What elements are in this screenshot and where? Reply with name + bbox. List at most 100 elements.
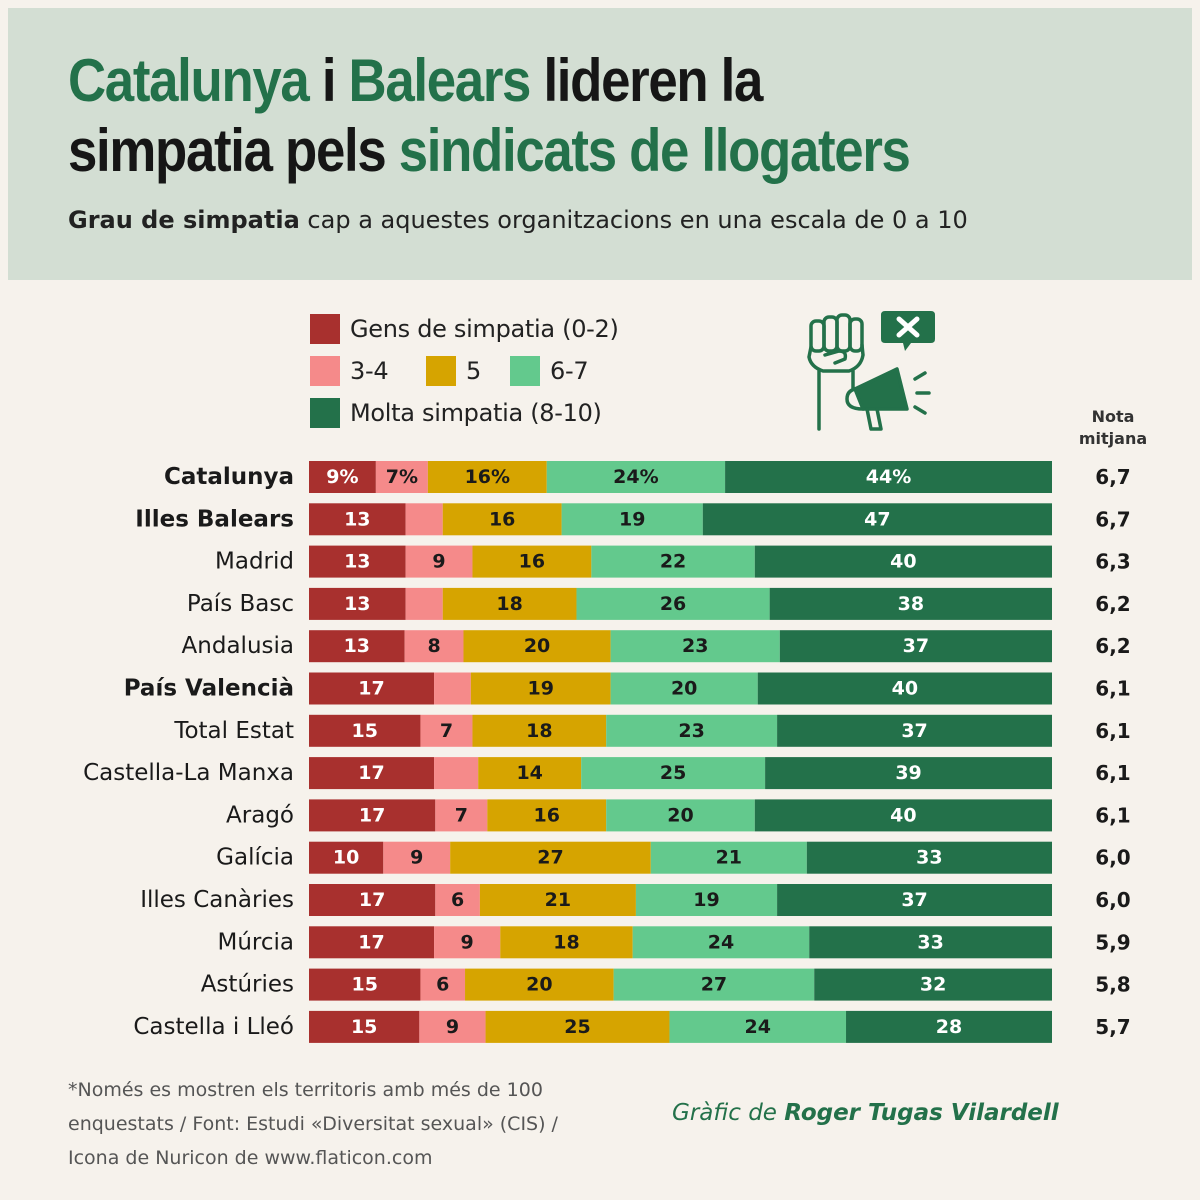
bar-segment-madrid-2 [472, 545, 592, 578]
bar-value-label-castella-i-lle--0: 15 [351, 1016, 377, 1038]
legend-item-5: 5 [426, 356, 481, 386]
mean-score-header: Nota mitjana [1078, 406, 1148, 450]
bar-value-label-illes-can-ries-2: 21 [545, 889, 571, 911]
category-label-catalunya: Catalunya [164, 464, 294, 490]
bar-value-label-pa-s-basc-2: 18 [496, 593, 522, 615]
bar-segment-m-rcia-4 [809, 926, 1052, 959]
bar-segment-pa-s-basc-0 [309, 587, 406, 620]
legend-swatch-5 [426, 356, 456, 386]
mean-score-catalunya: 6,7 [1095, 465, 1130, 489]
bar-value-label-total-estat-2: 18 [526, 720, 552, 742]
category-label-pa-s-valenci-: País Valencià [124, 676, 294, 702]
mean-score-illes-can-ries: 6,0 [1095, 888, 1130, 912]
bar-segment-total-estat-0 [309, 714, 421, 747]
subtitle-bold: Grau de simpatia [68, 206, 300, 234]
bar-value-label-pa-s-valenci--4: 40 [892, 678, 918, 700]
bar-value-label-m-rcia-4: 33 [917, 931, 943, 953]
bar-value-label-andalusia-2: 20 [524, 635, 550, 657]
bar-segment-illes-can-ries-4 [777, 884, 1052, 916]
bar-value-label-castella-la-manxa-4: 39 [895, 762, 921, 784]
bar-segment-gal-cia-4 [806, 841, 1052, 874]
bar-value-label-castella-la-manxa-2: 14 [516, 762, 542, 784]
bar-value-label-ast-ries-4: 32 [920, 974, 946, 996]
mean-score-andalusia: 6,2 [1095, 634, 1130, 658]
legend-label-8-10: Molta simpatia (8-10) [350, 399, 602, 427]
bar-value-label-ast-ries-2: 20 [526, 974, 552, 996]
bar-value-label-catalunya-3: 24% [613, 466, 658, 488]
category-label-ast-ries: Astúries [201, 972, 294, 998]
bar-segment-illes-balears-4 [702, 503, 1052, 536]
bar-value-label-castella-i-lle--1: 9 [446, 1016, 459, 1038]
bar-segment-arag--0 [309, 799, 436, 832]
bar-segment-ast-ries-3 [613, 968, 815, 1001]
bar-segment-illes-balears-3 [561, 503, 703, 536]
bar-value-label-castella-i-lle--2: 25 [564, 1016, 590, 1038]
bar-segment-m-rcia-1 [434, 926, 501, 959]
bar-value-label-madrid-3: 22 [660, 551, 686, 573]
bar-segment-gal-cia-3 [650, 841, 807, 874]
title-text-2: simpatia pels [68, 117, 387, 184]
bar-value-label-arag--2: 16 [534, 804, 560, 826]
bar-value-label-castella-la-manxa-3: 25 [660, 762, 686, 784]
title-highlight-catalunya: Catalunya [68, 47, 310, 114]
legend-swatch-0-2 [310, 314, 340, 344]
bar-segment-ast-ries-4 [814, 968, 1052, 1001]
category-label-andalusia: Andalusia [182, 633, 294, 659]
bar-value-label-total-estat-4: 37 [901, 720, 927, 742]
bar-segment-illes-can-ries-3 [635, 884, 778, 916]
bar-segment-castella-i-lle--3 [669, 1010, 847, 1043]
legend-swatch-8-10 [310, 398, 340, 428]
title-highlight-sindicats: sindicats de llogaters [398, 117, 911, 184]
category-label-castella-i-lle-: Castella i Lleó [133, 1014, 294, 1040]
legend-item-6-7: 6-7 [510, 356, 589, 386]
bar-segment-andalusia-4 [779, 630, 1052, 663]
bar-value-label-pa-s-basc-4: 38 [898, 593, 924, 615]
mean-score-pa-s-valenci-: 6,1 [1095, 677, 1130, 701]
legend-label-0-2: Gens de simpatia (0-2) [350, 315, 619, 343]
bar-segment-andalusia-0 [309, 630, 405, 663]
bar-segment-m-rcia-2 [500, 926, 633, 959]
mean-score-pa-s-basc: 6,2 [1095, 592, 1130, 616]
legend-item-3-4: 3-4 [310, 356, 389, 386]
bar-value-label-ast-ries-3: 27 [701, 974, 727, 996]
bar-value-label-andalusia-1: 8 [427, 635, 440, 657]
bar-segment-gal-cia-2 [450, 841, 651, 874]
bar-value-label-m-rcia-2: 18 [553, 931, 579, 953]
legend-label-5: 5 [466, 357, 481, 385]
bar-value-label-arag--3: 20 [667, 804, 693, 826]
bar-segment-illes-can-ries-0 [309, 884, 436, 916]
bar-segment-castella-i-lle--2 [485, 1010, 670, 1043]
footnote-line-1: *Només es mostren els territoris amb més… [68, 1079, 543, 1101]
mean-header-line-1: Nota [1091, 407, 1135, 426]
bar-value-label-madrid-1: 9 [432, 551, 445, 573]
bar-segment-total-estat-2 [472, 714, 607, 747]
bar-value-label-castella-i-lle--3: 24 [745, 1016, 771, 1038]
bar-segment-castella-la-manxa-3 [581, 757, 766, 790]
bar-segment-castella-la-manxa-2 [478, 757, 582, 790]
bar-segment-madrid-0 [309, 545, 406, 578]
mean-score-gal-cia: 6,0 [1095, 846, 1130, 870]
legend-item-0-2: Gens de simpatia (0-2) [310, 314, 619, 344]
bar-value-label-catalunya-2: 16% [465, 466, 510, 488]
bar-value-label-total-estat-1: 7 [440, 720, 453, 742]
bar-value-label-illes-can-ries-4: 37 [901, 889, 927, 911]
credit-prefix: Gràfic de [672, 1100, 777, 1126]
bar-segment-pa-s-valenci--3 [610, 672, 758, 705]
bar-segment-madrid-4 [754, 545, 1052, 578]
bar-value-label-pa-s-valenci--0: 17 [358, 678, 384, 700]
footnote-line-3: Icona de Nuricon de www.flaticon.com [68, 1147, 433, 1169]
bar-segment-arag--2 [487, 799, 607, 832]
bar-segment-andalusia-2 [463, 630, 611, 663]
credit-author: Roger Tugas Vilardell [784, 1100, 1059, 1126]
bar-value-label-catalunya-1: 7% [386, 466, 418, 488]
bar-value-label-illes-balears-0: 13 [344, 508, 370, 530]
bar-value-label-pa-s-basc-3: 26 [660, 593, 686, 615]
bar-segment-gal-cia-0 [309, 841, 384, 874]
bar-value-label-gal-cia-3: 21 [716, 847, 742, 869]
bar-segment-castella-la-manxa-4 [765, 757, 1052, 790]
bar-segment-total-estat-1 [420, 714, 473, 747]
bar-segment-m-rcia-3 [632, 926, 810, 959]
bar-value-label-catalunya-4: 44% [866, 466, 911, 488]
bar-value-label-m-rcia-1: 9 [461, 931, 474, 953]
